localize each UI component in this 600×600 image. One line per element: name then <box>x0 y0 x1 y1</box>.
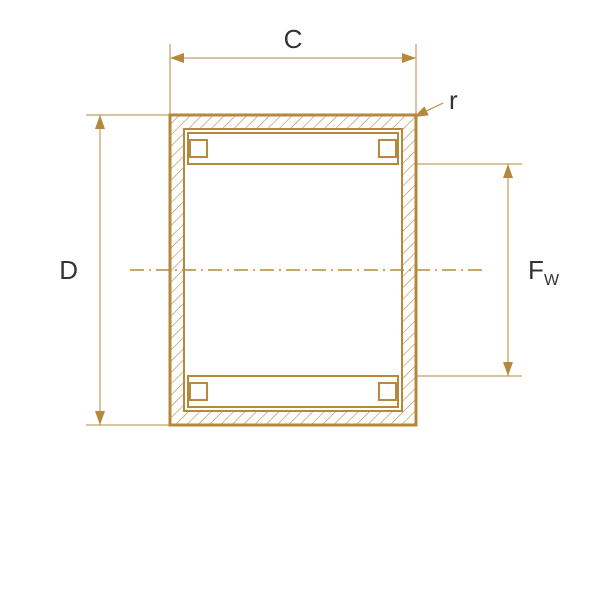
roller-bottom <box>188 376 398 407</box>
label-r: r <box>449 85 458 115</box>
label-fw: F <box>528 255 544 285</box>
label-d: D <box>59 255 78 285</box>
label-fw-sub: W <box>544 272 560 289</box>
roller-top <box>188 133 398 164</box>
bearing-cross-section-diagram: C D FWr <box>0 0 600 600</box>
label-c: C <box>284 24 303 54</box>
